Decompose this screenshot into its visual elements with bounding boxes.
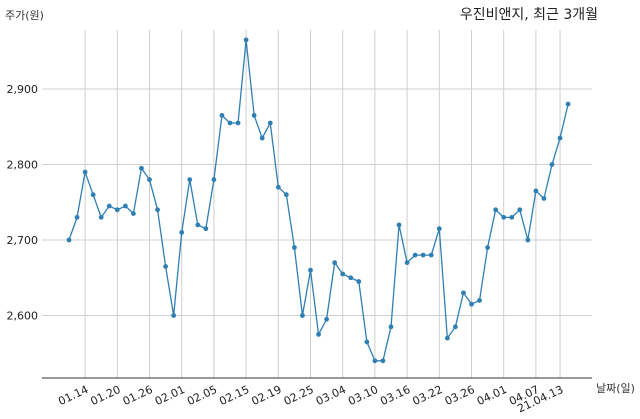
x-tick-label: 04.01 bbox=[475, 383, 509, 408]
data-point bbox=[147, 177, 152, 183]
data-point bbox=[436, 226, 442, 232]
data-point bbox=[82, 169, 88, 175]
x-tick-label: 03.16 bbox=[378, 383, 412, 408]
x-tick-label: 02.05 bbox=[185, 383, 219, 408]
x-tick-label: 03.10 bbox=[346, 383, 380, 408]
y-tick-label: 2,900 bbox=[7, 83, 39, 96]
data-point bbox=[364, 339, 370, 345]
data-point bbox=[171, 313, 177, 318]
data-point bbox=[509, 214, 515, 220]
data-point bbox=[396, 222, 402, 228]
data-point bbox=[420, 252, 426, 258]
data-point bbox=[485, 245, 490, 250]
data-point bbox=[211, 177, 217, 183]
y-tick-label: 2,600 bbox=[7, 310, 39, 323]
data-point bbox=[565, 101, 571, 107]
data-point bbox=[388, 324, 394, 330]
data-point bbox=[380, 358, 386, 364]
series-layer bbox=[66, 37, 571, 364]
data-point bbox=[469, 301, 474, 307]
data-point bbox=[549, 162, 555, 167]
data-point bbox=[308, 267, 313, 273]
data-point bbox=[155, 207, 160, 213]
data-point bbox=[292, 245, 297, 250]
data-point bbox=[235, 120, 241, 126]
x-tick-label: 02.25 bbox=[282, 383, 316, 408]
data-point bbox=[179, 230, 185, 235]
data-point bbox=[356, 279, 362, 284]
data-point bbox=[219, 113, 225, 118]
data-point bbox=[131, 211, 136, 216]
data-point bbox=[340, 271, 346, 277]
data-point bbox=[533, 188, 539, 194]
tick-label-layer: 2,600 2,700 2,800 2,900 01.1401.2001.2602.01… bbox=[7, 83, 566, 415]
data-point bbox=[195, 222, 201, 228]
data-point bbox=[541, 196, 547, 201]
x-tick-label: 03.26 bbox=[443, 383, 477, 408]
x-axis-label: 날짜(일) bbox=[596, 381, 635, 395]
data-point bbox=[348, 275, 354, 281]
data-point bbox=[453, 324, 458, 330]
data-point bbox=[372, 358, 378, 364]
series-line bbox=[68, 39, 569, 362]
data-point bbox=[66, 237, 72, 243]
data-point bbox=[74, 214, 80, 220]
data-point bbox=[332, 260, 338, 266]
grid-layer bbox=[42, 30, 592, 378]
data-point bbox=[251, 113, 257, 118]
x-tick-label: 02.19 bbox=[250, 383, 284, 408]
data-point bbox=[412, 252, 418, 258]
data-point bbox=[477, 298, 482, 303]
data-point bbox=[98, 214, 104, 220]
data-point bbox=[517, 207, 523, 213]
data-point bbox=[493, 207, 499, 213]
data-point bbox=[227, 120, 233, 126]
data-point bbox=[139, 165, 144, 171]
data-point bbox=[267, 120, 273, 126]
data-point bbox=[501, 214, 507, 220]
data-point bbox=[259, 135, 265, 141]
x-tick-label: 01.26 bbox=[121, 383, 155, 408]
x-tick-label: 02.01 bbox=[153, 383, 187, 408]
data-point bbox=[525, 237, 531, 243]
data-point bbox=[187, 177, 193, 183]
y-tick-label: 2,700 bbox=[7, 234, 39, 247]
data-point bbox=[243, 37, 249, 43]
x-tick-label: 01.14 bbox=[56, 383, 90, 408]
data-point bbox=[461, 290, 466, 296]
x-tick-label: 01.20 bbox=[89, 383, 123, 408]
data-point bbox=[122, 203, 128, 209]
data-point bbox=[316, 331, 321, 337]
data-point bbox=[404, 260, 410, 266]
data-point bbox=[283, 192, 289, 198]
y-tick-label: 2,800 bbox=[7, 159, 39, 172]
data-point bbox=[444, 335, 450, 341]
x-tick-label: 02.15 bbox=[217, 383, 251, 408]
x-tick-label: 03.22 bbox=[411, 383, 445, 408]
data-point bbox=[163, 264, 169, 269]
chart-title: 우진비앤지, 최근 3개월 bbox=[460, 7, 598, 23]
data-point bbox=[428, 252, 434, 258]
y-axis-label: 주가(원) bbox=[5, 9, 44, 22]
data-point bbox=[90, 192, 96, 198]
data-point bbox=[557, 135, 563, 141]
data-point bbox=[324, 316, 329, 322]
data-point bbox=[203, 226, 209, 232]
data-point bbox=[106, 203, 112, 209]
data-point bbox=[300, 313, 305, 318]
data-point bbox=[114, 207, 120, 213]
data-point bbox=[275, 184, 281, 190]
x-tick-label: 03.04 bbox=[314, 383, 348, 408]
